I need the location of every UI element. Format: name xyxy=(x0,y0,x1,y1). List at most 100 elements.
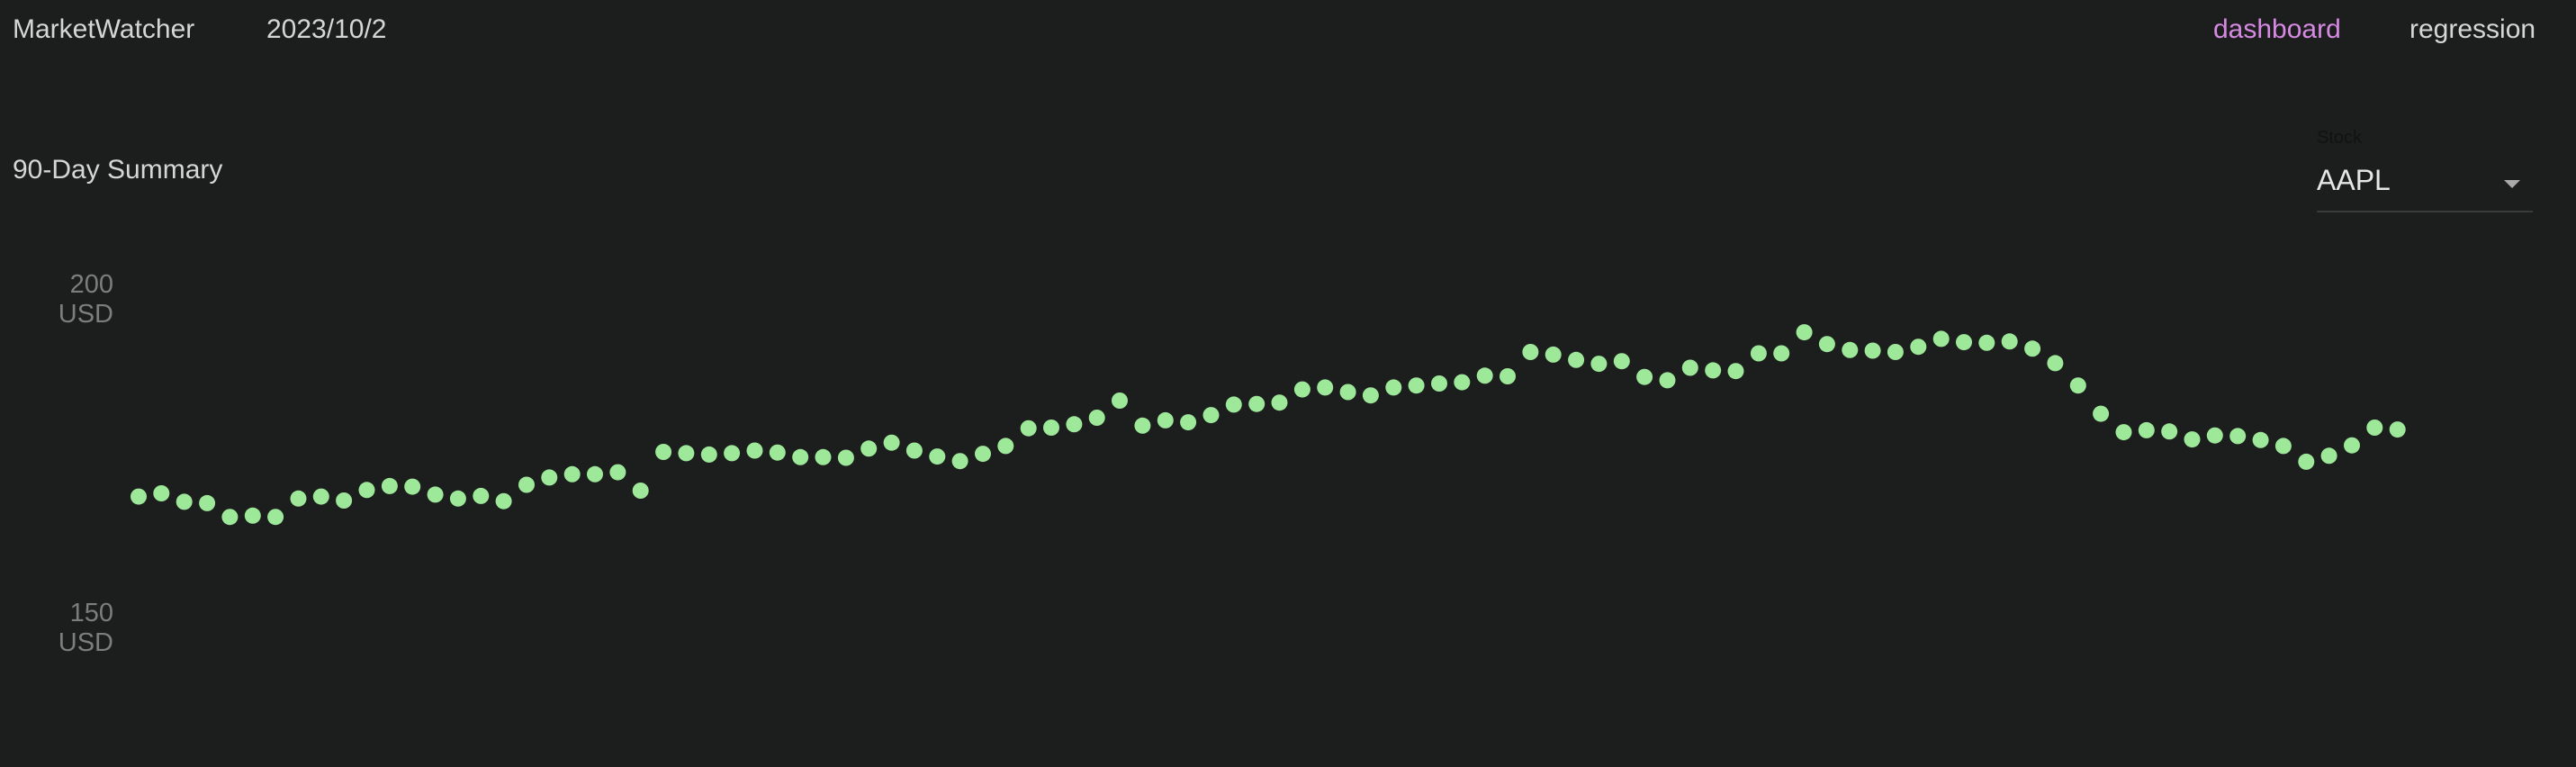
data-point xyxy=(473,487,490,504)
data-point xyxy=(2298,453,2315,470)
stock-select-label: Stock xyxy=(2317,128,2363,148)
data-point xyxy=(2047,355,2064,372)
data-point xyxy=(1362,387,1379,404)
data-point xyxy=(404,478,421,495)
data-point xyxy=(2229,428,2247,445)
app-title: MarketWatcher xyxy=(13,14,195,44)
data-point xyxy=(1408,377,1425,394)
data-point xyxy=(2389,421,2406,438)
data-point xyxy=(1818,336,1835,353)
data-point xyxy=(1431,375,1447,392)
data-point xyxy=(358,482,375,499)
data-point xyxy=(1956,334,1972,351)
data-point xyxy=(2366,420,2383,436)
data-point xyxy=(541,469,558,486)
top-bar: MarketWatcher 2023/10/2 dashboard regres… xyxy=(0,0,2576,63)
data-point xyxy=(1317,379,1334,396)
data-point xyxy=(724,445,741,462)
data-point xyxy=(883,434,900,451)
data-point xyxy=(746,442,763,459)
data-point xyxy=(518,476,535,493)
data-point xyxy=(1088,410,1105,426)
data-point xyxy=(1248,395,1265,412)
y-tick-unit: USD xyxy=(58,628,113,657)
data-point xyxy=(1454,374,1471,391)
data-point xyxy=(678,445,695,462)
data-point xyxy=(1385,379,1402,396)
data-point xyxy=(336,492,353,509)
data-point xyxy=(1271,394,1288,411)
data-point xyxy=(2252,431,2269,448)
y-tick-200: 200 USD xyxy=(0,270,113,329)
data-point xyxy=(1681,359,1698,376)
data-point xyxy=(2093,405,2110,422)
data-point xyxy=(2115,424,2132,441)
nav-link-dashboard[interactable]: dashboard xyxy=(2213,14,2341,44)
stock-select-value[interactable]: AAPL xyxy=(2317,164,2391,196)
data-point xyxy=(905,442,923,459)
data-point xyxy=(1910,338,1927,356)
data-point xyxy=(975,446,991,463)
data-point xyxy=(449,490,466,507)
data-point xyxy=(1500,368,1516,384)
data-point xyxy=(1066,416,1083,433)
data-point xyxy=(1613,353,1630,370)
data-point xyxy=(1568,351,1585,368)
data-point xyxy=(655,444,672,460)
stock-select-underline xyxy=(2317,211,2533,212)
data-point xyxy=(1180,414,1197,431)
data-point xyxy=(2206,427,2223,444)
data-point xyxy=(2274,438,2292,455)
data-point xyxy=(587,465,603,483)
data-point xyxy=(1202,407,1220,424)
data-point xyxy=(815,448,832,465)
data-point xyxy=(860,440,878,457)
y-tick-value: 200 xyxy=(69,270,113,299)
data-point xyxy=(1112,393,1128,409)
data-point xyxy=(2161,423,2178,440)
data-point xyxy=(1157,411,1174,429)
nav-link-regression[interactable]: regression xyxy=(2409,14,2536,44)
data-point xyxy=(1020,420,1037,437)
data-point xyxy=(1225,396,1242,413)
data-point xyxy=(1134,417,1151,434)
data-point xyxy=(2001,333,2018,350)
data-point xyxy=(427,486,444,503)
data-point xyxy=(290,490,307,507)
current-date: 2023/10/2 xyxy=(266,14,387,44)
data-point xyxy=(1043,420,1059,436)
data-point xyxy=(1659,372,1676,389)
data-point xyxy=(1636,368,1653,385)
data-point xyxy=(837,449,854,466)
data-point xyxy=(1705,362,1722,379)
data-point xyxy=(1476,367,1493,384)
data-point xyxy=(381,477,398,494)
stock-select[interactable]: Stock AAPL xyxy=(2317,128,2533,212)
data-point xyxy=(1932,330,1950,347)
section-title: 90-Day Summary xyxy=(13,155,223,185)
data-point xyxy=(951,453,968,470)
data-point xyxy=(609,464,626,481)
data-point xyxy=(153,485,170,501)
data-point xyxy=(1887,344,1904,360)
data-point xyxy=(1796,324,1813,341)
data-point xyxy=(769,444,786,461)
data-point xyxy=(1590,356,1608,373)
y-tick-unit: USD xyxy=(58,300,113,329)
data-point xyxy=(267,509,284,526)
data-point xyxy=(1773,345,1790,362)
data-point xyxy=(929,448,946,465)
data-point xyxy=(632,483,649,499)
chevron-down-icon[interactable] xyxy=(2504,180,2520,188)
data-point xyxy=(1727,363,1744,380)
data-point xyxy=(1339,384,1356,401)
data-point xyxy=(244,507,261,524)
data-point xyxy=(2138,421,2155,438)
data-point xyxy=(176,493,193,510)
data-point xyxy=(131,488,147,505)
data-point xyxy=(1978,334,1995,351)
y-tick-value: 150 xyxy=(69,599,113,627)
data-point xyxy=(495,492,512,510)
data-point xyxy=(2184,431,2201,448)
data-point xyxy=(2069,377,2086,394)
